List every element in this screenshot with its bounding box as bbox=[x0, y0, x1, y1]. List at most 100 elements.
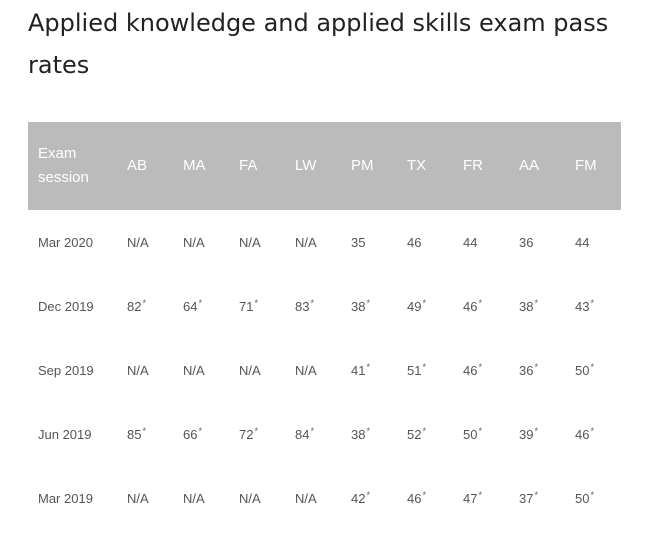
pass-rate-value: N/A bbox=[183, 362, 205, 378]
pass-rate-value: N/A bbox=[295, 362, 317, 378]
footnote-marker: * bbox=[422, 297, 426, 308]
pass-rates-table: Exam session AB MA FA LW PM TX FR AA FM … bbox=[28, 122, 621, 530]
pass-rate-cell: 46* bbox=[453, 274, 509, 338]
pass-rate-cell: 37* bbox=[509, 466, 565, 530]
footnote-marker: * bbox=[534, 361, 538, 372]
pass-rate-cell: 49* bbox=[397, 274, 453, 338]
pass-rate-value: N/A bbox=[295, 234, 317, 250]
pass-rate-cell: 52* bbox=[397, 402, 453, 466]
footnote-marker: * bbox=[198, 297, 202, 308]
table-row: Jun 2019 85* 66* 72* 84* 38* 52* 50* 39* 46* bbox=[28, 402, 621, 466]
pass-rate-value: 64 bbox=[183, 298, 198, 314]
pass-rate-cell: 39* bbox=[509, 402, 565, 466]
pass-rate-cell: 38* bbox=[509, 274, 565, 338]
footnote-marker: * bbox=[366, 489, 370, 500]
pass-rate-cell: N/A bbox=[285, 466, 341, 530]
pass-rate-cell: 46* bbox=[565, 402, 621, 466]
exam-session-cell: Sep 2019 bbox=[38, 362, 94, 378]
exam-session-cell: Jun 2019 bbox=[38, 426, 92, 442]
pass-rate-value: 46 bbox=[463, 298, 478, 314]
table-row: Dec 2019 82* 64* 71* 83* 38* 49* 46* 38* 43* bbox=[28, 274, 621, 338]
footnote-marker: * bbox=[254, 425, 258, 436]
column-header-ma: MA bbox=[183, 157, 206, 174]
pass-rate-value: 46 bbox=[407, 234, 422, 250]
pass-rate-value: 36 bbox=[519, 362, 534, 378]
pass-rate-cell: N/A bbox=[173, 338, 229, 402]
pass-rate-value: 46 bbox=[407, 490, 422, 506]
pass-rate-cell: 38* bbox=[341, 402, 397, 466]
pass-rate-value: 38 bbox=[351, 426, 366, 442]
pass-rate-value: 47 bbox=[463, 490, 478, 506]
pass-rate-value: 44 bbox=[575, 234, 590, 250]
header-row: Exam session AB MA FA LW PM TX FR AA FM bbox=[28, 122, 621, 210]
table-row: Mar 2019 N/A N/A N/A N/A 42* 46* 47* 37* 50* bbox=[28, 466, 621, 530]
column-header-tx: TX bbox=[407, 157, 427, 174]
pass-rate-value: 46 bbox=[463, 362, 478, 378]
footnote-marker: * bbox=[366, 297, 370, 308]
pass-rate-value: 44 bbox=[463, 234, 478, 250]
page-title: Applied knowledge and applied skills exa… bbox=[28, 9, 609, 79]
pass-rate-cell: N/A bbox=[285, 338, 341, 402]
pass-rate-cell: 71* bbox=[229, 274, 285, 338]
exam-session-header-line2: session bbox=[38, 169, 89, 186]
footnote-marker: * bbox=[534, 489, 538, 500]
exam-session-header-line1: Exam bbox=[38, 145, 77, 162]
pass-rate-cell: 85* bbox=[117, 402, 173, 466]
pass-rate-cell: 46* bbox=[397, 466, 453, 530]
table-header: Exam session AB MA FA LW PM TX FR AA FM bbox=[28, 122, 621, 210]
exam-session-header: Exam session bbox=[28, 122, 117, 210]
pass-rate-cell: 36 bbox=[509, 210, 565, 274]
pass-rate-value: 46 bbox=[575, 426, 590, 442]
pass-rate-cell: 64* bbox=[173, 274, 229, 338]
pass-rate-cell: 50* bbox=[453, 402, 509, 466]
footnote-marker: * bbox=[142, 425, 146, 436]
footnote-marker: * bbox=[590, 489, 594, 500]
pass-rate-value: 43 bbox=[575, 298, 590, 314]
footnote-marker: * bbox=[590, 297, 594, 308]
footnote-marker: * bbox=[590, 361, 594, 372]
pass-rate-value: N/A bbox=[239, 234, 261, 250]
pass-rate-cell: 44 bbox=[565, 210, 621, 274]
pass-rate-cell: 51* bbox=[397, 338, 453, 402]
pass-rate-cell: 42* bbox=[341, 466, 397, 530]
pass-rate-cell: N/A bbox=[285, 210, 341, 274]
pass-rate-cell: N/A bbox=[117, 466, 173, 530]
pass-rate-value: 83 bbox=[295, 298, 310, 314]
column-header-fa: FA bbox=[239, 157, 258, 174]
footnote-marker: * bbox=[366, 425, 370, 436]
pass-rate-value: 36 bbox=[519, 234, 534, 250]
pass-rate-value: N/A bbox=[183, 234, 205, 250]
pass-rate-cell: N/A bbox=[173, 210, 229, 274]
footnote-marker: * bbox=[310, 425, 314, 436]
pass-rate-value: N/A bbox=[239, 490, 261, 506]
pass-rate-value: 49 bbox=[407, 298, 422, 314]
pass-rate-cell: 72* bbox=[229, 402, 285, 466]
pass-rate-cell: N/A bbox=[229, 338, 285, 402]
pass-rate-value: 82 bbox=[127, 298, 142, 314]
pass-rate-cell: 47* bbox=[453, 466, 509, 530]
pass-rate-value: 71 bbox=[239, 298, 254, 314]
pass-rate-value: 38 bbox=[519, 298, 534, 314]
pass-rate-value: 50 bbox=[463, 426, 478, 442]
pass-rate-cell: 36* bbox=[509, 338, 565, 402]
pass-rate-value: 38 bbox=[351, 298, 366, 314]
column-header-fr: FR bbox=[463, 157, 483, 174]
footnote-marker: * bbox=[478, 489, 482, 500]
pass-rate-value: 35 bbox=[351, 234, 366, 250]
footnote-marker: * bbox=[198, 425, 202, 436]
pass-rate-value: N/A bbox=[127, 362, 149, 378]
table-row: Sep 2019 N/A N/A N/A N/A 41* 51* 46* 36* 50* bbox=[28, 338, 621, 402]
column-header-ab: AB bbox=[127, 157, 148, 174]
column-header-lw: LW bbox=[295, 157, 317, 174]
footnote-marker: * bbox=[478, 361, 482, 372]
pass-rate-cell: 83* bbox=[285, 274, 341, 338]
exam-session-cell: Mar 2020 bbox=[38, 234, 93, 250]
exam-session-cell: Dec 2019 bbox=[38, 298, 94, 314]
column-header-pm: PM bbox=[351, 157, 374, 174]
footnote-marker: * bbox=[254, 297, 258, 308]
footnote-marker: * bbox=[590, 425, 594, 436]
pass-rate-value: 51 bbox=[407, 362, 422, 378]
pass-rate-value: 72 bbox=[239, 426, 254, 442]
pass-rate-cell: 41* bbox=[341, 338, 397, 402]
pass-rate-cell: 46 bbox=[397, 210, 453, 274]
